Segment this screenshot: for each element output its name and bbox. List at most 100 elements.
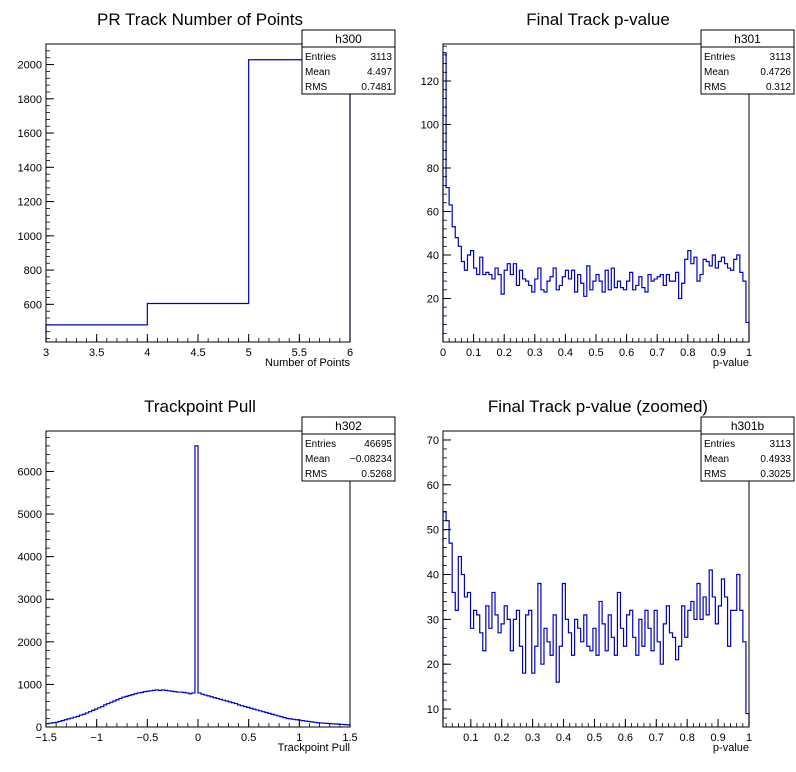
stats-box-frame bbox=[301, 29, 396, 95]
stats-row-label: Mean bbox=[305, 454, 330, 465]
x-tick-label: 4.5 bbox=[190, 347, 205, 359]
x-tick-label: 0.9 bbox=[711, 347, 726, 359]
stats-row-value: 46695 bbox=[364, 439, 392, 450]
y-tick-label: 1000 bbox=[18, 231, 42, 243]
y-tick-label: 120 bbox=[421, 76, 439, 88]
stats-box: h301b Entries 3113 Mean 0.4933 RMS 0.3025 bbox=[700, 416, 795, 482]
y-tick-label: 800 bbox=[24, 265, 42, 277]
x-tick-label: 5.5 bbox=[292, 347, 307, 359]
stats-histogram-name: h301 bbox=[734, 32, 761, 46]
stats-row-value: 0.312 bbox=[766, 82, 791, 93]
stats-row-label: Mean bbox=[305, 67, 330, 78]
stats-histogram-name: h301b bbox=[731, 419, 765, 433]
y-tick-label: 5000 bbox=[18, 509, 42, 521]
x-tick-label: 0.8 bbox=[680, 347, 695, 359]
stats-box: h300 Entries 3113 Mean 4.497 RMS 0.7481 bbox=[301, 29, 396, 95]
histogram-series-line bbox=[442, 52, 750, 342]
stats-row-value: 3113 bbox=[370, 52, 392, 63]
stats-row-label: Entries bbox=[704, 52, 735, 63]
x-tick-label: 0.4 bbox=[556, 732, 571, 744]
histogram-series-line bbox=[45, 59, 351, 342]
chart-title: Trackpoint Pull bbox=[144, 397, 256, 416]
stats-row-value: 3113 bbox=[769, 439, 791, 450]
x-axis-title: Number of Points bbox=[265, 357, 350, 369]
stats-box-frame bbox=[700, 29, 795, 95]
x-tick-label: 1 bbox=[746, 347, 752, 359]
stats-histogram-name: h300 bbox=[335, 32, 362, 46]
x-tick-label: −1.5 bbox=[35, 732, 57, 744]
x-tick-label: 5 bbox=[246, 347, 252, 359]
y-tick-label: 6000 bbox=[18, 466, 42, 478]
y-tick-label: 70 bbox=[427, 435, 439, 447]
y-tick-label: 600 bbox=[24, 299, 42, 311]
stats-row-value: −0.08234 bbox=[350, 454, 392, 465]
chart-title: Final Track p-value (zoomed) bbox=[488, 397, 708, 416]
stats-row-label: Mean bbox=[704, 67, 729, 78]
stats-row-value: 3113 bbox=[769, 52, 791, 63]
y-tick-label: 20 bbox=[427, 293, 439, 305]
y-tick-label: 1400 bbox=[18, 162, 42, 174]
x-tick-label: 0.1 bbox=[466, 347, 481, 359]
x-tick-label: 0.7 bbox=[650, 347, 665, 359]
histogram-panel-1: PR Track Number of Points 3 3.5 4 4.5 5 5.5 6 60… bbox=[18, 10, 396, 369]
histogram-panel-4: Final Track p-value (zoomed) 0.1 0.2 0.3 0.4… bbox=[427, 397, 795, 754]
stats-row-label: Entries bbox=[305, 52, 336, 63]
stats-row-value: 0.5268 bbox=[361, 469, 392, 480]
stats-row-label: RMS bbox=[305, 469, 328, 480]
y-tick-label: 100 bbox=[421, 119, 439, 131]
y-tick-label: 10 bbox=[427, 704, 439, 716]
y-tick-label: 60 bbox=[427, 480, 439, 492]
stats-row-label: RMS bbox=[704, 82, 727, 93]
x-tick-label: 0.5 bbox=[241, 732, 256, 744]
stats-histogram-name: h302 bbox=[335, 419, 362, 433]
x-tick-label: 0.5 bbox=[587, 732, 602, 744]
y-tick-label: 3000 bbox=[18, 594, 42, 606]
stats-row-value: 0.4726 bbox=[760, 67, 791, 78]
x-tick-label: 3.5 bbox=[89, 347, 104, 359]
x-tick-label: 0 bbox=[195, 732, 201, 744]
x-tick-label: 0.8 bbox=[680, 732, 695, 744]
x-tick-label: 0 bbox=[440, 347, 446, 359]
histogram-panel-3: Trackpoint Pull −1.5 −1 −0.5 0 0.5 1 1.5 0 1000 20… bbox=[18, 397, 396, 754]
x-tick-label: 3 bbox=[43, 347, 49, 359]
x-axis-title: p-value bbox=[713, 742, 749, 754]
y-tick-label: 40 bbox=[427, 570, 439, 582]
y-tick-label: 0 bbox=[36, 722, 42, 734]
x-tick-label: 0.1 bbox=[463, 732, 478, 744]
x-axis-title: p-value bbox=[713, 357, 749, 369]
y-tick-label: 4000 bbox=[18, 552, 42, 564]
x-tick-label: 0.6 bbox=[618, 732, 633, 744]
y-tick-label: 60 bbox=[427, 206, 439, 218]
stats-row-label: Entries bbox=[305, 439, 336, 450]
y-tick-label: 1800 bbox=[18, 94, 42, 106]
plot-frame bbox=[442, 430, 750, 728]
histogram-series-line bbox=[45, 445, 351, 727]
stats-row-value: 4.497 bbox=[367, 67, 392, 78]
chart-title: PR Track Number of Points bbox=[97, 10, 303, 29]
y-tick-label: 50 bbox=[427, 525, 439, 537]
y-tick-label: 1000 bbox=[18, 679, 42, 691]
y-tick-label: 30 bbox=[427, 614, 439, 626]
x-tick-label: 0.7 bbox=[649, 732, 664, 744]
y-tick-label: 1600 bbox=[18, 128, 42, 140]
chart-title: Final Track p-value bbox=[526, 10, 670, 29]
histogram-panel-2: Final Track p-value 0 0.1 0.2 0.3 0.4 0.5 0.6 0.… bbox=[421, 10, 795, 369]
x-axis-title: Trackpoint Pull bbox=[278, 742, 350, 754]
x-tick-label: 4 bbox=[144, 347, 150, 359]
x-tick-label: 1 bbox=[746, 732, 752, 744]
stats-box-frame bbox=[700, 416, 795, 482]
x-tick-label: 1 bbox=[296, 732, 302, 744]
x-tick-label: 0.5 bbox=[588, 347, 603, 359]
x-tick-label: 0.3 bbox=[527, 347, 542, 359]
x-tick-label: 6 bbox=[347, 347, 353, 359]
y-tick-label: 1200 bbox=[18, 197, 42, 209]
stats-row-label: RMS bbox=[305, 82, 328, 93]
x-tick-label: 0.2 bbox=[497, 347, 512, 359]
y-tick-label: 80 bbox=[427, 163, 439, 175]
stats-row-label: Mean bbox=[704, 454, 729, 465]
stats-row-label: Entries bbox=[704, 439, 735, 450]
x-tick-label: 0.6 bbox=[619, 347, 634, 359]
histogram-series-line bbox=[442, 511, 750, 727]
stats-row-value: 0.7481 bbox=[361, 82, 392, 93]
